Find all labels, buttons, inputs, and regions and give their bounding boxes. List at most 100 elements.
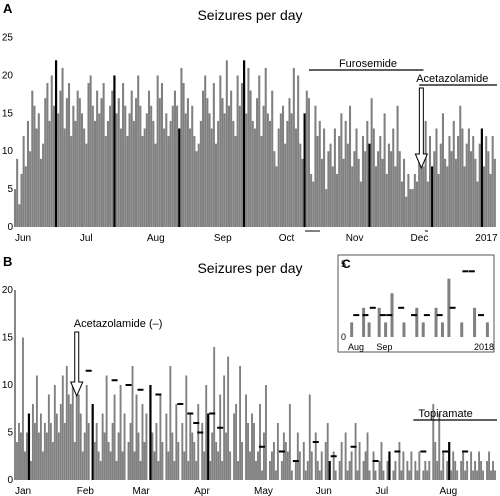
bar xyxy=(33,423,36,480)
bar xyxy=(204,75,207,227)
bar xyxy=(474,158,477,227)
bar xyxy=(448,136,451,227)
bar xyxy=(323,128,326,227)
treatment-label: Acetazolamide (–) xyxy=(74,318,163,330)
bar xyxy=(70,136,73,227)
bar xyxy=(336,173,339,227)
bar xyxy=(234,136,237,227)
bar xyxy=(48,120,51,227)
panel-b-chart: Seizures per day 0 5 10 15 20 Jan Feb Mar Apr May J… xyxy=(2,260,497,496)
bar xyxy=(103,432,106,480)
bar xyxy=(266,113,269,227)
x-tick-label: Sep xyxy=(376,342,392,352)
treatment-label: Acetazolamide xyxy=(416,73,488,85)
dash-mark xyxy=(137,388,144,391)
bar xyxy=(93,442,96,480)
dash-mark xyxy=(386,314,393,317)
bar xyxy=(316,461,319,480)
bar xyxy=(191,432,194,480)
bar xyxy=(457,136,460,227)
bar xyxy=(374,166,377,227)
bar xyxy=(214,143,218,227)
bar xyxy=(294,128,298,227)
bar xyxy=(409,189,412,227)
bar xyxy=(203,451,206,480)
bar xyxy=(402,451,405,480)
bar xyxy=(372,128,375,227)
bar xyxy=(298,451,301,480)
bar xyxy=(132,120,135,227)
bar xyxy=(14,290,16,480)
bar xyxy=(472,136,475,227)
bar xyxy=(255,461,257,480)
dash-mark xyxy=(330,455,337,458)
bar xyxy=(197,143,200,227)
treatment-label: Topiramate xyxy=(418,408,472,420)
bar xyxy=(439,143,442,227)
bar xyxy=(151,432,154,480)
bar xyxy=(440,470,443,480)
bar xyxy=(29,461,32,480)
bar xyxy=(67,394,70,480)
bar xyxy=(310,451,313,480)
bar xyxy=(346,143,349,227)
bar xyxy=(492,461,494,480)
bar xyxy=(16,158,19,227)
x-tick-label: Aug xyxy=(348,342,364,352)
bar xyxy=(106,120,109,227)
bar xyxy=(277,128,280,227)
bar xyxy=(87,83,90,228)
panel-b-label: B xyxy=(3,254,12,269)
bar xyxy=(235,404,238,480)
bar xyxy=(39,158,42,227)
bar xyxy=(109,105,112,227)
bar xyxy=(333,128,336,227)
y-tick-label: 0 xyxy=(7,222,13,233)
bar xyxy=(193,136,196,227)
bar xyxy=(320,158,323,227)
bar xyxy=(44,98,47,227)
bar xyxy=(76,90,79,227)
bar xyxy=(259,404,261,480)
bar xyxy=(71,385,74,480)
bar xyxy=(225,432,228,480)
bar xyxy=(366,432,369,480)
bar xyxy=(221,461,224,480)
bar xyxy=(327,151,330,227)
bar xyxy=(440,322,444,337)
bar xyxy=(126,136,129,227)
bar xyxy=(16,442,18,480)
bar xyxy=(77,394,80,480)
bar xyxy=(57,113,60,227)
bar xyxy=(241,442,244,480)
month-start-bar xyxy=(368,143,371,227)
y-tick-label: 5 xyxy=(7,184,13,195)
dash-mark xyxy=(379,314,386,317)
bar xyxy=(69,404,72,480)
bar xyxy=(119,385,122,480)
bar xyxy=(461,128,464,227)
bar xyxy=(381,158,384,227)
bar xyxy=(41,451,44,480)
bar xyxy=(55,413,58,480)
bar xyxy=(434,307,438,337)
bar xyxy=(47,394,50,480)
bar xyxy=(478,451,481,480)
x-tick-label: Apr xyxy=(194,486,210,496)
arrow-marker xyxy=(69,331,84,398)
dash-mark xyxy=(372,460,379,462)
bar xyxy=(135,98,138,227)
bar xyxy=(186,98,189,227)
bar xyxy=(348,105,352,227)
bar xyxy=(233,413,236,480)
bar xyxy=(63,423,66,480)
bar xyxy=(476,181,479,227)
bar xyxy=(247,423,249,480)
bar xyxy=(208,113,211,227)
bar xyxy=(158,98,161,227)
bar xyxy=(191,105,194,227)
bar xyxy=(68,83,71,228)
bar xyxy=(329,143,332,227)
dash-mark xyxy=(449,306,456,309)
bar xyxy=(137,432,140,480)
